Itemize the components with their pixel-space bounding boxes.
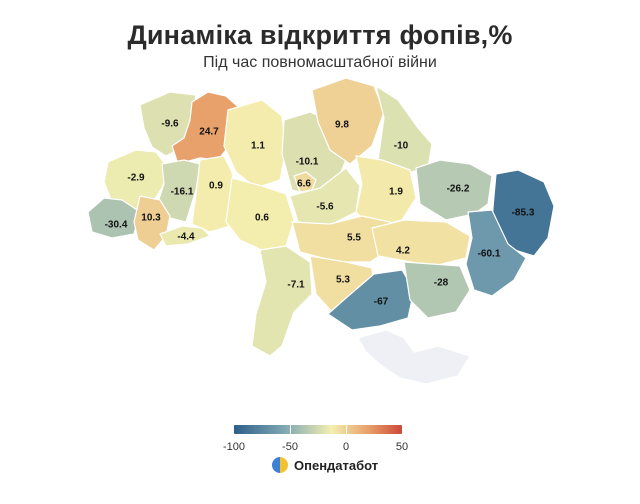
region-label-zhytomyr: 1.1 xyxy=(251,141,265,152)
map-title: Динаміка відкриття фопів,% xyxy=(127,20,513,50)
region-label-dnipropetrovsk: 4.2 xyxy=(396,246,410,257)
region-label-ivano-frankivsk: 10.3 xyxy=(141,213,161,224)
map-subtitle: Під час повномасштабної війни xyxy=(203,54,437,71)
region-label-kyiv-oblast: -10.1 xyxy=(296,157,319,168)
opendatabot-logo-icon xyxy=(272,457,288,473)
region-donetsk[interactable] xyxy=(465,209,527,297)
legend-tick-label: -100 xyxy=(222,441,246,453)
region-label-kyiv-city: 6.6 xyxy=(297,179,311,190)
region-label-cherkasy: -5.6 xyxy=(316,202,334,213)
region-chernihiv[interactable] xyxy=(311,77,385,165)
region-zhytomyr[interactable] xyxy=(223,99,287,189)
legend-tick xyxy=(346,425,347,434)
region-label-donetsk: -60.1 xyxy=(478,249,501,260)
region-label-volyn: -9.6 xyxy=(161,119,179,130)
region-label-chernihiv: 9.8 xyxy=(335,120,349,131)
region-label-mykolaiv: 5.3 xyxy=(336,275,350,286)
region-label-lviv: -2.9 xyxy=(127,173,145,184)
region-label-chernivtsi: -4.4 xyxy=(177,232,195,243)
region-label-poltava: 1.9 xyxy=(389,187,403,198)
region-label-odesa: -7.1 xyxy=(287,280,305,291)
ukraine-choropleth-map: -9.6 24.7 -2.9 -16.1 0.9 -30.4 10.3 -4.4 1.1 0.6 -… xyxy=(87,77,555,385)
legend-color-scale xyxy=(234,425,402,434)
brand: Опендатабот xyxy=(272,455,378,475)
region-label-kharkiv: -26.2 xyxy=(447,184,470,195)
region-label-sumy: -10 xyxy=(394,141,409,152)
region-label-vinnytsia: 0.6 xyxy=(255,213,269,224)
legend-tick-label: 50 xyxy=(395,441,409,453)
region-luhansk[interactable] xyxy=(491,169,555,257)
region-kharkiv[interactable] xyxy=(415,159,493,221)
region-dnipropetrovsk[interactable] xyxy=(371,219,471,267)
legend-tick xyxy=(290,425,291,434)
region-label-kirovohrad: 5.5 xyxy=(347,233,361,244)
legend-tick-label: -50 xyxy=(282,441,298,453)
region-label-kherson: -67 xyxy=(374,297,389,308)
region-label-khmelnytskyi: 0.9 xyxy=(209,181,223,192)
region-label-ternopil: -16.1 xyxy=(171,187,194,198)
region-zaporizhzhia[interactable] xyxy=(403,261,471,319)
region-kyiv-city[interactable] xyxy=(293,171,317,193)
legend-tick-label: 0 xyxy=(342,441,350,453)
brand-name: Опендатабот xyxy=(294,457,379,473)
region-odesa[interactable] xyxy=(251,245,313,357)
region-label-rivne: 24.7 xyxy=(199,127,219,138)
region-ternopil[interactable] xyxy=(157,159,201,223)
region-label-zakarpattia: -30.4 xyxy=(105,220,128,231)
region-lviv[interactable] xyxy=(103,149,169,211)
region-label-zaporizhzhia: -28 xyxy=(434,278,449,289)
region-crimea[interactable] xyxy=(357,329,471,385)
region-label-luhansk: -85.3 xyxy=(512,208,535,219)
region-chernivtsi[interactable] xyxy=(159,225,211,247)
